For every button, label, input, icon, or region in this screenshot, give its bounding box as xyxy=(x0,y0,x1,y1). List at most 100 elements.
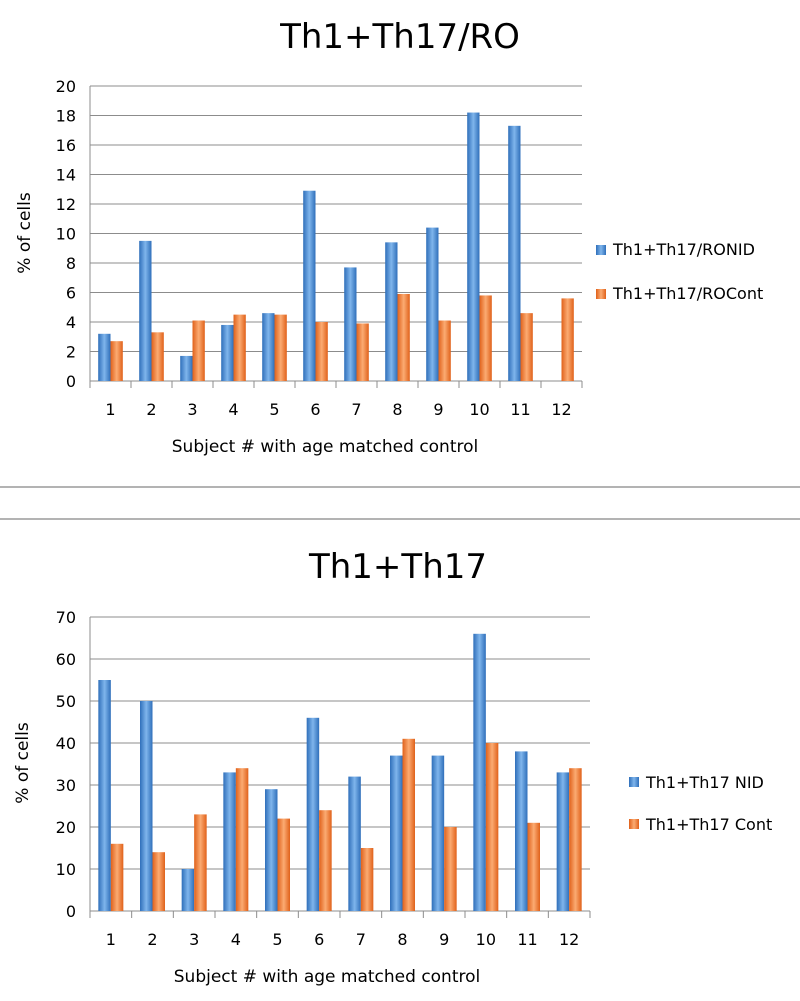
x-tick-label: 11 xyxy=(517,930,537,949)
x-tick-label: 12 xyxy=(551,400,571,419)
y-tick-label: 70 xyxy=(56,608,76,627)
bar-nid xyxy=(385,242,398,381)
bar-cont xyxy=(151,332,164,381)
chart-1-legend-swatch-cont xyxy=(596,289,606,299)
chart-2-bars xyxy=(98,633,582,911)
y-tick-label: 20 xyxy=(56,77,76,96)
x-tick-label: 4 xyxy=(231,930,241,949)
chart-1-x-ticks: 1 2 3 4 5 6 7 8 9 10 11 12 xyxy=(105,400,571,419)
bar-cont xyxy=(561,298,574,381)
y-tick-label: 60 xyxy=(56,650,76,669)
bar-cont xyxy=(360,848,374,911)
x-tick-label: 11 xyxy=(510,400,530,419)
bar-nid xyxy=(508,125,521,381)
x-tick-label: 8 xyxy=(397,930,407,949)
bar-nid xyxy=(348,776,361,911)
bar-nid xyxy=(140,701,153,911)
x-tick-label: 2 xyxy=(146,400,156,419)
x-tick-label: 7 xyxy=(356,930,366,949)
x-tick-label: 12 xyxy=(559,930,579,949)
bar-cont xyxy=(274,314,287,381)
bar-cont xyxy=(485,743,499,911)
y-tick-label: 0 xyxy=(66,902,76,921)
bar-cont xyxy=(110,341,123,381)
y-tick-label: 6 xyxy=(66,284,76,303)
chart-1-gridlines xyxy=(89,85,583,388)
bar-nid xyxy=(344,267,357,381)
chart-2-legend: Th1+Th17 NID Th1+Th17 Cont xyxy=(629,773,772,834)
chart-2-legend-swatch-nid xyxy=(629,777,639,787)
bar-cont xyxy=(479,295,492,381)
bar-cont xyxy=(397,293,410,381)
chart-2-x-axis-title: Subject # with age matched control xyxy=(174,967,481,987)
bar-cont xyxy=(110,843,124,911)
y-tick-label: 18 xyxy=(56,107,76,126)
bar-nid xyxy=(473,633,486,911)
x-tick-label: 8 xyxy=(392,400,402,419)
x-tick-label: 9 xyxy=(439,930,449,949)
bar-nid xyxy=(303,190,316,381)
y-tick-label: 10 xyxy=(56,225,76,244)
bar-nid xyxy=(181,869,195,911)
y-tick-label: 10 xyxy=(56,860,76,879)
bar-nid xyxy=(556,772,570,911)
x-tick-label: 4 xyxy=(228,400,238,419)
x-tick-label: 7 xyxy=(351,400,361,419)
y-tick-label: 20 xyxy=(56,818,76,837)
bar-cont xyxy=(438,320,451,381)
chart-2-x-ticks: 1 2 3 4 5 6 7 8 9 10 11 12 xyxy=(106,930,580,949)
bar-nid xyxy=(390,755,403,911)
x-tick-label: 5 xyxy=(269,400,279,419)
x-tick-label: 1 xyxy=(105,400,115,419)
bar-cont xyxy=(569,768,582,911)
x-tick-label: 6 xyxy=(310,400,320,419)
x-tick-label: 2 xyxy=(147,930,157,949)
x-tick-label: 9 xyxy=(433,400,443,419)
y-tick-label: 50 xyxy=(56,692,76,711)
bar-cont xyxy=(192,320,205,381)
chart-1-y-ticks: 0 2 4 6 8 10 12 14 16 18 20 xyxy=(56,77,76,391)
bar-nid xyxy=(515,751,528,911)
bar-cont xyxy=(152,852,165,911)
bar-cont xyxy=(233,314,246,381)
bar-nid xyxy=(180,355,193,381)
y-tick-label: 0 xyxy=(66,372,76,391)
y-tick-label: 16 xyxy=(56,136,76,155)
chart-2-legend-label-cont: Th1+Th17 Cont xyxy=(645,815,772,834)
bar-cont xyxy=(356,323,369,381)
bar-nid xyxy=(265,789,278,911)
bar-nid xyxy=(139,240,152,381)
bar-nid xyxy=(223,772,236,911)
chart-2-legend-label-nid: Th1+Th17 NID xyxy=(645,773,764,792)
bar-nid xyxy=(467,112,480,382)
y-tick-label: 4 xyxy=(66,313,76,332)
chart-1-legend-label-cont: Th1+Th17/ROCont xyxy=(612,284,763,303)
y-tick-label: 14 xyxy=(56,166,76,185)
bar-cont xyxy=(277,818,290,911)
bar-cont xyxy=(319,810,332,911)
bar-cont xyxy=(315,322,328,381)
chart-1-legend-label-nid: Th1+Th17/RONID xyxy=(612,240,755,259)
chart-2-y-axis-title: % of cells xyxy=(13,722,33,804)
y-tick-label: 12 xyxy=(56,195,76,214)
bar-cont xyxy=(235,768,249,911)
y-tick-label: 40 xyxy=(56,734,76,753)
x-tick-label: 5 xyxy=(272,930,282,949)
bar-nid xyxy=(221,324,234,381)
chart-2-gridlines xyxy=(89,616,591,918)
bar-nid xyxy=(306,717,320,911)
bar-cont xyxy=(194,814,207,911)
x-tick-label: 1 xyxy=(106,930,116,949)
x-tick-label: 3 xyxy=(189,930,199,949)
bar-nid xyxy=(431,755,445,911)
bar-cont xyxy=(527,822,540,911)
y-tick-label: 2 xyxy=(66,343,76,362)
chart-2-y-ticks: 0 10 20 30 40 50 60 70 xyxy=(56,608,76,921)
chart-1-bars xyxy=(98,112,574,382)
chart-1-x-axis-title: Subject # with age matched control xyxy=(172,437,479,457)
x-tick-label: 6 xyxy=(314,930,324,949)
chart-2-legend-swatch-cont xyxy=(629,819,639,829)
x-tick-label: 10 xyxy=(476,930,496,949)
chart-1-y-axis-title: % of cells xyxy=(15,192,35,274)
